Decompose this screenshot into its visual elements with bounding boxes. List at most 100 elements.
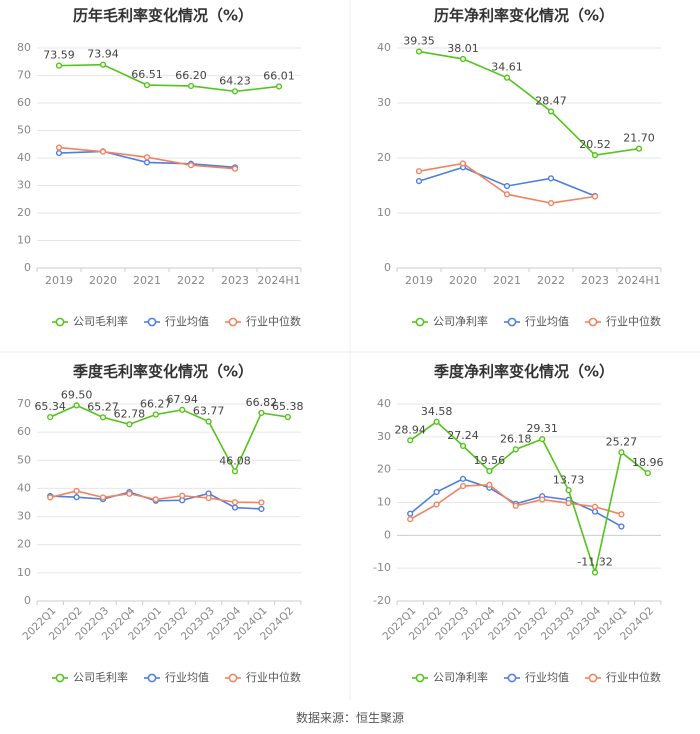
data-point[interactable] (433, 501, 440, 508)
data-point[interactable] (258, 505, 265, 513)
legend-label: 行业均值 (165, 315, 209, 328)
legend-marker-icon (228, 673, 238, 683)
data-point[interactable] (258, 409, 265, 417)
data-point[interactable] (99, 148, 107, 155)
data-point[interactable] (503, 182, 511, 190)
data-point[interactable] (618, 511, 625, 518)
data-point[interactable] (231, 504, 239, 511)
data-point[interactable] (126, 490, 133, 497)
data-point[interactable] (179, 406, 186, 413)
data-point[interactable] (565, 500, 572, 507)
data-point[interactable] (591, 152, 599, 159)
data-point[interactable] (231, 88, 239, 95)
data-point[interactable] (415, 48, 423, 55)
data-point[interactable] (152, 496, 159, 503)
data-point[interactable] (187, 82, 195, 90)
data-point[interactable] (73, 494, 80, 501)
data-point[interactable] (539, 435, 546, 443)
legend-item[interactable]: 公司净利率 (412, 670, 488, 684)
data-point[interactable] (618, 523, 625, 530)
data-point[interactable] (644, 469, 651, 477)
legend-item[interactable]: 行业均值 (504, 671, 569, 684)
data-point[interactable] (433, 418, 440, 425)
data-point[interactable] (143, 81, 151, 89)
data-point[interactable] (258, 499, 265, 506)
series-line-company (418, 50, 640, 156)
data-point[interactable] (459, 160, 467, 167)
data-point[interactable] (591, 193, 599, 200)
legend-item[interactable]: 行业均值 (144, 315, 209, 328)
data-point[interactable] (486, 481, 493, 488)
data-label: 65.27 (87, 400, 119, 413)
data-point[interactable] (152, 411, 159, 418)
data-point[interactable] (503, 74, 511, 81)
data-point[interactable] (547, 200, 555, 207)
legend-item[interactable]: 公司净利率 (412, 314, 488, 328)
data-point[interactable] (99, 61, 107, 68)
data-label: 27.24 (447, 429, 479, 442)
data-point[interactable] (284, 413, 291, 421)
data-point[interactable] (55, 144, 63, 151)
data-point[interactable] (73, 402, 80, 409)
data-point[interactable] (143, 159, 151, 166)
data-point[interactable] (99, 414, 107, 421)
legend-item[interactable]: 行业中位数 (585, 314, 661, 328)
data-point[interactable] (459, 482, 467, 490)
data-point[interactable] (231, 165, 239, 172)
data-point[interactable] (143, 154, 151, 161)
data-point[interactable] (512, 502, 519, 509)
y-tick-label: -10 (373, 561, 391, 574)
legend-item[interactable]: 行业均值 (504, 315, 569, 328)
data-point[interactable] (503, 191, 511, 198)
legend-item[interactable]: 行业均值 (144, 671, 209, 684)
data-point[interactable] (415, 168, 423, 175)
data-point[interactable] (231, 499, 239, 506)
series-line-company (409, 420, 649, 576)
data-point[interactable] (459, 442, 467, 449)
data-point[interactable] (179, 492, 186, 499)
data-point[interactable] (47, 494, 54, 501)
data-point[interactable] (55, 62, 63, 69)
data-point[interactable] (407, 437, 414, 444)
data-point[interactable] (407, 510, 414, 517)
data-point[interactable] (231, 468, 239, 475)
data-point[interactable] (415, 178, 423, 185)
data-point[interactable] (618, 449, 625, 456)
data-point[interactable] (433, 488, 440, 496)
data-point[interactable] (275, 83, 283, 90)
legend-item[interactable]: 公司毛利率 (52, 314, 128, 328)
data-point[interactable] (187, 162, 195, 169)
legend-item[interactable]: 公司毛利率 (52, 670, 128, 684)
legend-item[interactable]: 行业中位数 (225, 670, 301, 684)
data-point[interactable] (547, 175, 555, 182)
data-point[interactable] (591, 569, 599, 576)
data-point[interactable] (512, 446, 519, 453)
data-label: 18.96 (632, 456, 664, 469)
data-point[interactable] (547, 108, 555, 115)
data-point[interactable] (205, 418, 212, 425)
data-point[interactable] (565, 487, 572, 494)
data-point[interactable] (635, 145, 643, 152)
data-point[interactable] (73, 487, 80, 495)
legend-item[interactable]: 行业中位数 (225, 314, 301, 328)
data-point[interactable] (591, 503, 599, 510)
data-point[interactable] (205, 494, 212, 502)
data-point[interactable] (47, 414, 54, 421)
data-point[interactable] (407, 516, 414, 523)
legend-item[interactable]: 行业中位数 (585, 670, 661, 684)
data-point[interactable] (591, 508, 599, 515)
x-tick-label: 2023 (221, 274, 249, 287)
legend-marker-icon (507, 673, 517, 683)
x-tick-label: 2022 (177, 274, 205, 287)
data-point[interactable] (99, 494, 107, 501)
chart-panel-3: 季度毛利率变化情况（%）0102030405060702022Q12022Q22… (17, 363, 304, 685)
data-point[interactable] (459, 55, 467, 63)
chart-title: 季度毛利率变化情况（%） (73, 363, 253, 381)
data-point[interactable] (486, 468, 493, 475)
data-point[interactable] (55, 149, 63, 157)
data-point[interactable] (539, 496, 546, 503)
data-point[interactable] (126, 421, 133, 428)
data-point[interactable] (459, 475, 467, 482)
data-label: 21.70 (623, 132, 655, 145)
legend-label: 行业中位数 (246, 670, 301, 684)
